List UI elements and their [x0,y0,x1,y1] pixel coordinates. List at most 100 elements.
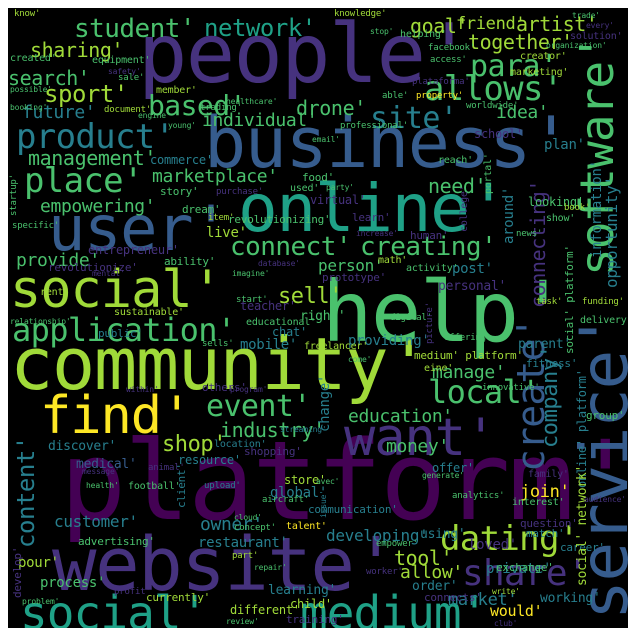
word-training: training' [286,613,344,626]
word-connect: connect' [230,232,352,262]
word-relationship: relationship' [10,317,71,326]
word-know: know' [14,9,41,19]
word-medical: medical' [76,457,137,472]
word-sharing: sharing' [30,38,124,62]
word-interest: interest' [512,497,565,508]
word-plan: plan' [544,137,585,153]
word-property: property' [416,91,464,101]
word-learn: learn' [352,211,391,224]
word-freelancer: freelancer' [304,341,369,352]
word-specific: specific' [12,221,60,231]
word-item: item' [208,213,235,223]
word-learning: learning' [268,583,337,598]
word-medium-platform: medium' platform' [414,349,523,362]
word-goal: goal' [410,14,469,38]
word-eine: eine' [424,363,454,374]
word-stop: stop' [370,27,394,36]
word-child: child' [290,597,332,611]
word-shop: shop' [162,432,227,457]
word-write: write' [492,587,520,596]
word-healthcare: healthcare' [226,97,278,106]
word-client: client' [175,463,188,508]
word-friend: friend' [456,14,526,34]
word-commerce: commerce' [150,153,213,167]
word-location: location' [214,439,267,450]
word-generate: generate' [422,471,464,480]
word-used: used' [290,183,320,194]
word-plataforma: plataforma' [412,77,470,87]
word-manage: manage' [432,362,506,383]
word-store: store' [284,473,326,487]
word-sell: sell' [278,284,343,309]
word-empower: empower' [376,539,418,549]
word-college: college' [459,185,470,232]
word-advertising: advertising' [78,535,155,548]
word-search: search' [8,66,90,90]
word-site: site' [370,101,458,136]
word-football: football' [128,481,181,492]
word-change: change' [317,374,333,432]
word-sustainable: sustainable' [114,307,184,318]
word-sport: sport' [44,80,128,108]
word-message: message' [82,467,120,476]
word-professional: professional' [340,121,409,131]
word-money: money' [386,436,449,457]
word-every: every' [586,21,614,30]
word-member: member' [156,85,197,96]
word-global: global' [270,485,328,501]
word-student: student' [74,14,196,44]
word-dream: dream' [182,203,221,216]
word-audience: audience' [584,495,626,504]
word-opportunity: opportunity' [602,176,621,288]
word-question: question' [520,517,578,530]
word-idea: idea' [496,102,549,123]
word-resource: resource' [178,453,241,467]
word-around: around' [501,186,517,244]
word-helping: helping' [400,29,447,40]
word-engine: engine' [138,111,171,120]
word-creator: creator' [520,51,567,62]
word-process: process' [40,575,106,591]
word-picture: picture' [425,302,435,344]
word-pour: pour' [18,555,59,571]
word-entrepreneur: entrepreneur' [88,243,179,257]
word-innovative: innovative' [482,383,540,393]
word-problem: problem' [22,597,60,606]
word-offer: offer' [432,461,474,475]
word-dating: dating' [440,519,579,559]
word-social-network: social' network' [575,464,590,586]
word-task: task' [536,297,563,307]
word-club: club' [494,619,518,628]
word-website: website' [52,522,398,608]
word-access: access' [430,55,467,65]
word-platform: platform' [60,417,628,545]
word-currently: currently' [146,591,211,604]
word-analytics: analytics' [452,491,505,501]
word-review: review' [226,617,259,626]
word-booking: booking' [10,103,48,112]
word-need: need' [428,174,487,198]
word-restaurant: restaurant' [198,535,288,551]
word-educational: educational' [246,317,316,328]
word-application: application' [12,311,236,349]
word-network: network' [204,14,316,42]
word-health: health' [86,481,119,490]
word-medium: medium' [300,586,488,628]
word-individual: individual' [202,110,318,131]
word-career: career' [560,541,605,554]
word-providing: providing' [348,333,430,349]
word-mental: mental' [92,269,125,278]
word-party: party' [326,183,354,192]
word-safety: safety' [108,67,141,76]
word-offering: offering' [444,333,492,343]
word-share: share' [462,553,588,594]
word-book: book' [564,203,591,213]
word-right: right' [300,309,346,324]
word-would: would' [490,602,543,620]
word-trade: trade' [572,11,600,20]
word-event: event' [206,389,311,424]
word-startup: startup' [9,174,19,216]
word-story: story' [160,185,199,198]
word-join: join' [520,482,570,502]
word-social-platform: social' platform' [563,245,576,354]
